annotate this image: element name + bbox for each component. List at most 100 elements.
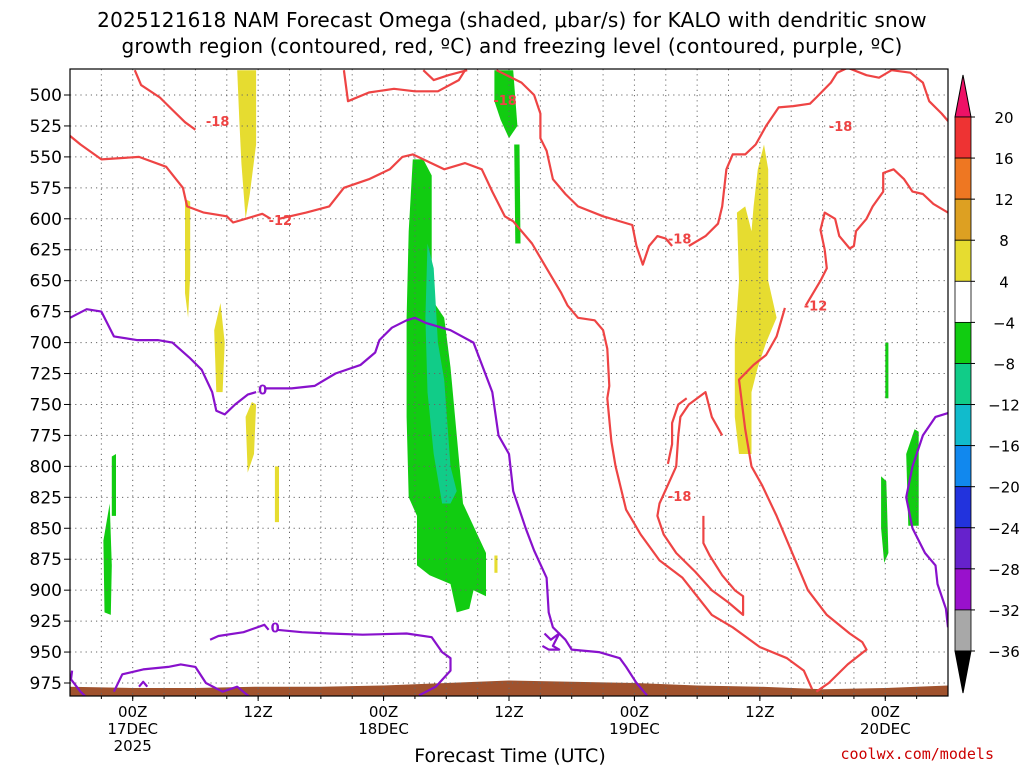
x-tick-label: 19DEC: [609, 720, 660, 738]
colorbar-label: 20: [994, 109, 1013, 127]
red-contour-0: [133, 69, 197, 131]
red-contour-label: -12: [804, 299, 828, 314]
red-contour-label: -18: [668, 233, 692, 248]
purple-contour-label: 0: [271, 621, 280, 636]
x-tick-label: 12Z: [494, 703, 523, 721]
red-contour-9: [656, 391, 745, 617]
omega-region-2: [494, 70, 518, 139]
purple-contour-5: [112, 663, 251, 696]
red-contour-1: [342, 69, 467, 103]
purple-contour-8: [541, 632, 561, 651]
red-contour-label: -18: [206, 115, 230, 130]
x-tick-label: 20DEC: [860, 720, 911, 738]
purple-contour-0: [70, 308, 257, 416]
colorbar-label: −24: [988, 520, 1020, 538]
y-tick-label: 700: [30, 334, 62, 354]
colorbar-label: −12: [988, 397, 1020, 415]
y-tick-label: 750: [30, 395, 62, 415]
colorbar-swatch: [954, 157, 972, 200]
colorbar-swatch: [954, 609, 972, 652]
y-tick-label: 825: [30, 488, 62, 508]
purple-contour-7: [905, 412, 948, 628]
y-tick-label: 775: [30, 426, 62, 446]
purple-contour-1: [264, 316, 648, 696]
colorbar-label: −8: [993, 355, 1015, 373]
x-tick-label: 00Z: [118, 703, 147, 721]
red-contour-3: [496, 69, 673, 266]
purple-contour-6: [138, 680, 149, 688]
colorbar-label: −20: [988, 479, 1020, 497]
purple-contour-4: [70, 670, 87, 696]
colorbar-swatch: [954, 198, 972, 241]
x-tick-label: 12Z: [745, 703, 774, 721]
colorbar-label: −32: [988, 602, 1020, 620]
colorbar-label: 12: [994, 191, 1013, 209]
y-tick-label: 950: [30, 643, 62, 663]
colorbar-swatch: [954, 363, 972, 405]
red-contour-4: [688, 69, 948, 247]
y-tick-label: 800: [30, 457, 62, 477]
y-tick-label: 975: [30, 674, 62, 694]
omega-region-5: [111, 454, 116, 516]
colorbar-label: −4: [993, 314, 1015, 332]
y-tick-label: 850: [30, 519, 62, 539]
omega-region-6: [885, 342, 889, 399]
x-tick-label: 00Z: [369, 703, 398, 721]
colorbar-label: 8: [999, 232, 1009, 250]
colorbar-swatch: [954, 116, 972, 159]
red-contour-2: [422, 69, 468, 82]
red-contour-8: [737, 307, 868, 693]
y-tick-label: 600: [30, 210, 62, 230]
colorbar-arrow-bottom: [954, 650, 972, 694]
purple-contour-2: [209, 623, 270, 641]
y-tick-label: 650: [30, 272, 62, 292]
y-tick-label: 500: [30, 86, 62, 106]
y-tick-label: 925: [30, 612, 62, 632]
red-contour-7: [804, 168, 948, 306]
red-contour-label: -12: [269, 214, 293, 229]
red-contour-label: -18: [829, 120, 853, 135]
omega-region-7: [881, 476, 889, 563]
red-contour-6: [278, 153, 814, 690]
red-contour-label: -18: [668, 490, 692, 505]
y-tick-label: 575: [30, 179, 62, 199]
colorbar-label: −16: [988, 438, 1020, 456]
omega-region-9: [237, 70, 257, 219]
red-contour-label: -18: [493, 94, 516, 109]
colorbar-swatch: [954, 404, 972, 447]
omega-region-1: [425, 243, 457, 504]
colorbar-arrow-top: [954, 74, 972, 118]
y-tick-label: 900: [30, 581, 62, 601]
omega-region-13: [274, 466, 279, 523]
x-axis-label: Forecast Time (UTC): [414, 745, 606, 767]
colorbar-label: −28: [988, 561, 1020, 579]
colorbar-swatch: [954, 527, 972, 570]
x-tick-label: 18DEC: [358, 720, 409, 738]
omega-region-8: [906, 429, 919, 526]
x-tick-label: 00Z: [620, 703, 649, 721]
omega-region-11: [214, 303, 225, 393]
omega-region-3: [514, 144, 521, 244]
purple-contour-3: [276, 628, 452, 696]
colorbar-swatch: [954, 280, 972, 323]
chart-title-line1: 2025121618 NAM Forecast Omega (shaded, μ…: [97, 8, 927, 32]
y-tick-label: 675: [30, 303, 62, 323]
x-tick-label: 12Z: [243, 703, 272, 721]
colorbar-swatch: [954, 239, 972, 282]
purple-contour-label: 0: [258, 384, 267, 399]
omega-region-0: [406, 159, 486, 613]
colorbar-label: 16: [994, 150, 1013, 168]
red-contour-5: [70, 135, 272, 224]
x-tick-label: 17DEC: [107, 720, 158, 738]
y-tick-label: 525: [30, 117, 62, 137]
x-tick-label: 2025: [114, 737, 152, 755]
colorbar-label: −36: [988, 643, 1020, 661]
y-tick-label: 725: [30, 365, 62, 385]
omega-region-14: [494, 555, 498, 573]
omega-region-12: [245, 402, 257, 473]
colorbar-swatch: [954, 445, 972, 488]
y-tick-label: 550: [30, 148, 62, 168]
colorbar-swatch: [954, 568, 972, 611]
x-tick-label: 00Z: [871, 703, 900, 721]
